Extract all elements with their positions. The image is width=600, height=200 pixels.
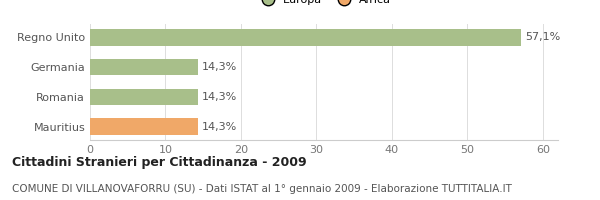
- Bar: [90, 118, 198, 135]
- Bar: [90, 89, 198, 105]
- Text: 14,3%: 14,3%: [202, 122, 237, 132]
- Text: COMUNE DI VILLANOVAFORRU (SU) - Dati ISTAT al 1° gennaio 2009 - Elaborazione TUT: COMUNE DI VILLANOVAFORRU (SU) - Dati IST…: [12, 184, 512, 194]
- Text: 14,3%: 14,3%: [202, 92, 237, 102]
- Text: 57,1%: 57,1%: [525, 32, 560, 42]
- Bar: [90, 59, 198, 75]
- Bar: [90, 29, 521, 46]
- Text: 14,3%: 14,3%: [202, 62, 237, 72]
- Text: Cittadini Stranieri per Cittadinanza - 2009: Cittadini Stranieri per Cittadinanza - 2…: [12, 156, 307, 169]
- Legend: Europa, Africa: Europa, Africa: [253, 0, 395, 9]
